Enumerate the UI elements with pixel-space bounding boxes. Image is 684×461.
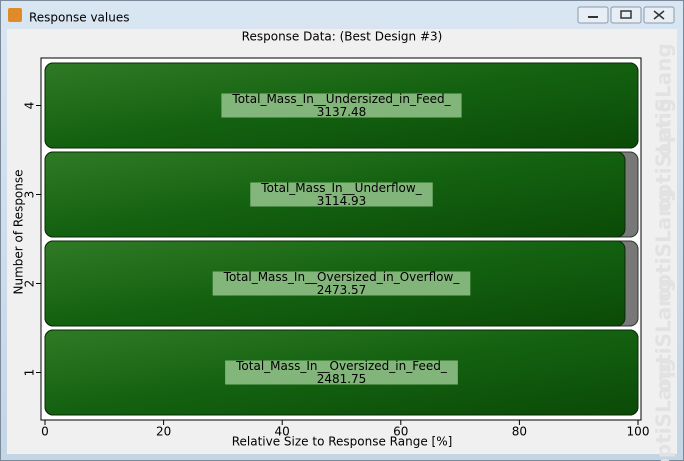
response-value: 3137.48	[317, 105, 367, 119]
x-tick-label: 0	[41, 425, 49, 439]
chart-title: Response Data: (Best Design #3)	[242, 30, 443, 44]
label-box	[225, 360, 458, 385]
app-icon	[8, 8, 22, 22]
y-axis-label: Number of Response	[12, 169, 26, 294]
y-tick-label: 2	[23, 280, 37, 288]
x-tick-label: 100	[627, 425, 650, 439]
watermark: optiSLang	[652, 98, 676, 212]
response-value: 2481.75	[317, 372, 367, 386]
y-tick-label: 3	[23, 191, 37, 199]
x-axis-label: Relative Size to Response Range [%]	[232, 435, 453, 449]
response-value: 2473.57	[317, 283, 367, 297]
maximize-button[interactable]	[610, 6, 642, 24]
x-tick-label: 20	[156, 425, 171, 439]
x-tick-label: 80	[512, 425, 527, 439]
watermark: optiSLang	[652, 188, 676, 302]
response-name: Total_Mass_In__Oversized_in_Feed_	[235, 359, 448, 373]
response-value: 3114.93	[317, 194, 367, 208]
y-tick-label: 4	[23, 102, 37, 110]
label-box	[221, 93, 462, 118]
response-name: Total_Mass_In__Oversized_in_Overflow_	[223, 270, 461, 284]
label-box	[250, 182, 433, 207]
minimize-button[interactable]	[577, 6, 609, 24]
y-tick-label: 1	[23, 369, 37, 377]
x-tick-label: 60	[393, 425, 408, 439]
response-name: Total_Mass_In__Underflow_	[260, 181, 422, 195]
watermark: optiSLang	[652, 43, 676, 157]
window-title: Response values	[29, 11, 129, 25]
x-tick-label: 40	[275, 425, 290, 439]
watermark: optiSLang	[652, 278, 676, 392]
watermark: optiSLang	[652, 358, 676, 461]
label-box	[212, 271, 471, 296]
response-name: Total_Mass_In__Undersized_in_Feed_	[231, 92, 451, 106]
